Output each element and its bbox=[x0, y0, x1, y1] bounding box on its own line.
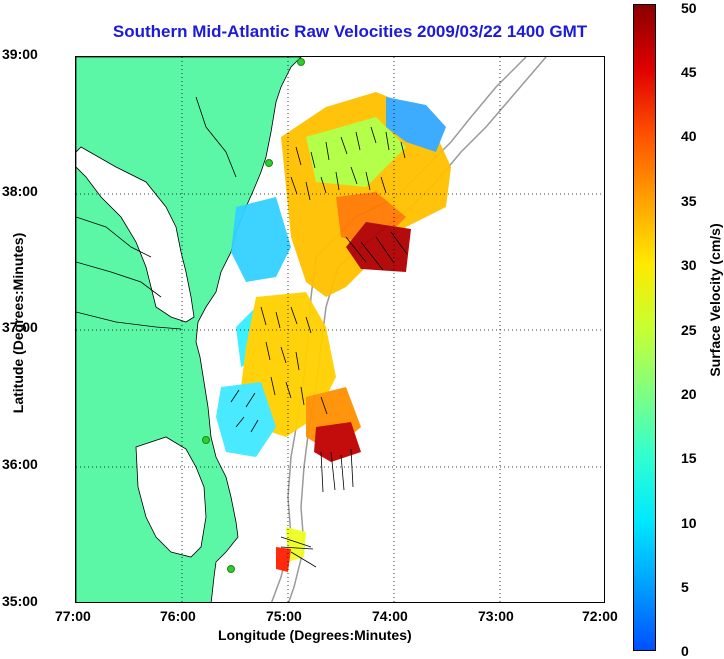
x-tick-label: 74:00 bbox=[372, 608, 408, 624]
bay-water bbox=[76, 146, 195, 323]
x-tick-label: 73:00 bbox=[478, 608, 514, 624]
colorbar-tick: 15 bbox=[681, 450, 697, 466]
colorbar-tick: 45 bbox=[681, 64, 697, 80]
river bbox=[76, 96, 237, 330]
map-canvas bbox=[76, 57, 604, 602]
site-marker bbox=[265, 159, 273, 167]
x-tick-label: 75:00 bbox=[266, 608, 302, 624]
colorbar bbox=[633, 4, 656, 651]
y-tick-label: 37:00 bbox=[2, 319, 38, 335]
grid-lines bbox=[76, 57, 604, 602]
y-tick-label: 35:00 bbox=[2, 593, 38, 609]
colorbar-tick: 20 bbox=[681, 386, 697, 402]
velocity-vectors bbox=[230, 126, 408, 568]
y-tick-label: 36:00 bbox=[2, 456, 38, 472]
site-marker bbox=[227, 565, 235, 573]
velocity-field bbox=[216, 92, 451, 572]
x-tick-label: 72:00 bbox=[582, 608, 618, 624]
x-axis-title: Longitude (Degrees:Minutes) bbox=[218, 627, 412, 643]
colorbar-tick: 0 bbox=[681, 643, 689, 659]
y-tick-label: 38:00 bbox=[2, 183, 38, 199]
y-axis-title: Latitude (Degrees:Minutes) bbox=[10, 232, 26, 414]
colorbar-tick: 40 bbox=[681, 128, 697, 144]
colorbar-title: Surface Velocity (cm/s) bbox=[707, 223, 723, 377]
velocity-map bbox=[75, 56, 605, 603]
y-tick-label: 39:00 bbox=[2, 46, 38, 62]
colorbar-tick: 10 bbox=[681, 515, 697, 531]
x-tick-label: 77:00 bbox=[55, 608, 91, 624]
site-marker bbox=[297, 58, 305, 66]
x-tick-label: 76:00 bbox=[160, 608, 196, 624]
plot-title: Southern Mid-Atlantic Raw Velocities 200… bbox=[112, 22, 588, 41]
colorbar-tick: 25 bbox=[681, 322, 697, 338]
radar-sites bbox=[202, 58, 305, 573]
site-marker bbox=[202, 436, 210, 444]
colorbar-tick: 50 bbox=[681, 0, 697, 16]
colorbar-tick: 35 bbox=[681, 193, 697, 209]
colorbar-tick: 5 bbox=[681, 579, 689, 595]
colorbar-tick: 30 bbox=[681, 257, 697, 273]
